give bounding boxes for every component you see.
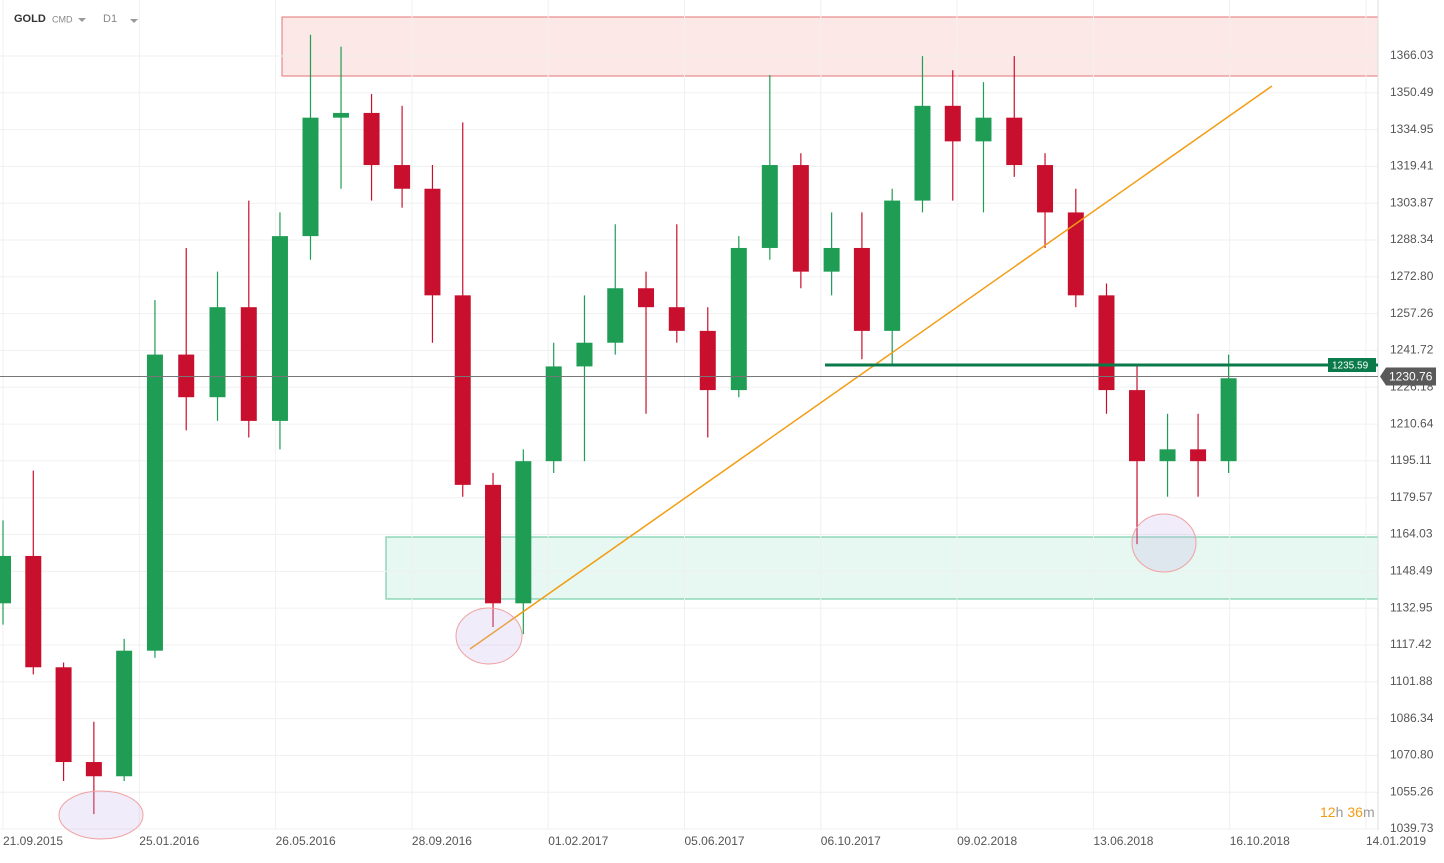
candle-body — [668, 307, 685, 331]
candle-body — [761, 165, 778, 248]
level-tag — [1328, 358, 1376, 373]
y-tick-label: 1132.95 — [1390, 600, 1433, 614]
timeframe[interactable]: D1 — [103, 13, 117, 25]
candle-body — [240, 307, 257, 421]
y-tick-label: 1164.03 — [1390, 527, 1433, 541]
highlight-circle — [1131, 513, 1197, 573]
x-tick-label: 21.09.2015 — [3, 834, 63, 848]
y-tick-label: 1288.34 — [1390, 232, 1434, 246]
y-tick-label: 1195.11 — [1390, 453, 1432, 467]
candle-body — [1129, 390, 1146, 462]
x-tick-label: 09.02.2018 — [957, 834, 1017, 848]
y-tick-label: 1179.57 — [1390, 490, 1433, 504]
candle-body — [485, 484, 502, 604]
x-tick-label: 25.01.2016 — [139, 834, 199, 848]
y-tick-label: 1319.41 — [1390, 159, 1434, 173]
y-tick-label: 1070.80 — [1390, 748, 1434, 762]
candle-body — [1190, 449, 1207, 462]
candle-body — [25, 555, 42, 668]
y-tick-label: 1039.73 — [1390, 821, 1434, 835]
candle-body — [730, 247, 747, 391]
x-tick-label: 05.06.2017 — [685, 834, 745, 848]
candle-body — [1220, 378, 1237, 462]
support-zone — [385, 536, 1379, 600]
candle-body — [178, 354, 195, 398]
candle-body — [853, 247, 870, 331]
candle-body — [1067, 212, 1084, 296]
x-tick-label: 28.09.2016 — [412, 834, 472, 848]
y-tick-label: 1350.49 — [1390, 85, 1434, 99]
candle-body — [424, 188, 441, 296]
x-tick-label: 06.10.2017 — [821, 834, 881, 848]
candle-body — [302, 117, 319, 237]
symbol[interactable]: GOLD — [14, 13, 46, 25]
candle-body — [1159, 449, 1176, 462]
candle-body — [55, 667, 72, 763]
dropdown-arrow[interactable] — [78, 18, 86, 22]
countdown-unit: h — [1336, 804, 1344, 820]
last-price-label: 1230.76 — [1389, 370, 1433, 384]
candle-body — [884, 200, 901, 331]
candle-body — [975, 117, 992, 142]
dropdown-arrow[interactable] — [130, 19, 138, 23]
y-tick-label: 1334.95 — [1390, 122, 1434, 136]
y-tick-label: 1117.42 — [1390, 637, 1432, 651]
candle-body — [271, 236, 288, 421]
y-tick-label: 1366.03 — [1390, 48, 1434, 62]
y-tick-label: 1303.87 — [1390, 195, 1434, 209]
candle-body — [0, 555, 11, 604]
countdown-minutes: 36 — [1347, 804, 1363, 820]
countdown-hours: 12 — [1320, 804, 1336, 820]
level-label: 1235.59 — [1332, 361, 1369, 372]
candle-body — [363, 112, 380, 166]
y-tick-label: 1210.64 — [1390, 416, 1434, 430]
candle-body — [914, 105, 931, 201]
candle-body — [85, 762, 102, 777]
x-tick-label: 26.05.2016 — [276, 834, 336, 848]
candle-body — [394, 165, 411, 189]
highlight-circle — [455, 607, 523, 665]
y-tick-label: 1148.49 — [1390, 564, 1433, 578]
y-tick-label: 1272.80 — [1390, 269, 1434, 283]
candle-body — [576, 342, 593, 367]
candle-body — [116, 650, 133, 777]
trend-line — [469, 85, 1273, 650]
market: CMD — [52, 14, 73, 24]
countdown-unit: m — [1363, 804, 1375, 820]
candle-body — [699, 330, 716, 391]
candle-body — [638, 288, 655, 308]
x-tick-label: 16.10.2018 — [1230, 834, 1290, 848]
candle-body — [944, 105, 961, 142]
candle-body — [1006, 117, 1023, 166]
candle-body — [454, 295, 471, 485]
candle-body — [146, 354, 163, 651]
y-tick-label: 1241.72 — [1390, 343, 1434, 357]
candle-body — [515, 461, 532, 604]
highlight-circle — [58, 790, 144, 840]
candle-body — [1098, 295, 1115, 391]
countdown: 12h 36m — [1320, 804, 1375, 820]
y-tick-label: 1055.26 — [1390, 784, 1434, 798]
resistance-zone — [281, 16, 1379, 77]
candle-body — [209, 307, 226, 398]
y-tick-label: 1101.88 — [1390, 674, 1433, 688]
y-tick-label: 1257.26 — [1390, 306, 1434, 320]
candle-body — [545, 366, 562, 462]
x-tick-label: 01.02.2017 — [548, 834, 608, 848]
candle-body — [607, 288, 624, 343]
candle-body — [1037, 165, 1054, 213]
x-tick-label: 13.06.2018 — [1093, 834, 1153, 848]
x-tick-label: 14.01.2019 — [1366, 834, 1426, 848]
candle-body — [792, 165, 809, 272]
candle-body — [823, 247, 840, 272]
last-price-tag — [1380, 367, 1436, 386]
candle-body — [333, 112, 350, 118]
y-tick-label: 1086.34 — [1390, 711, 1434, 725]
